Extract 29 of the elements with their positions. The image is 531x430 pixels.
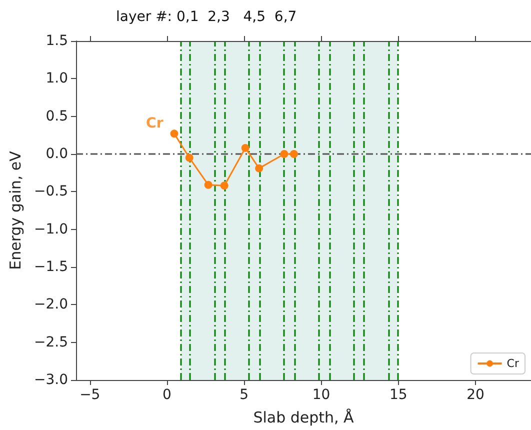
point xyxy=(220,182,228,190)
x-tick-label: 10 xyxy=(312,387,330,403)
point xyxy=(204,180,212,189)
point xyxy=(280,150,288,158)
y-tick-label: 0.5 xyxy=(46,108,68,124)
y-tick-label: −2.0 xyxy=(34,296,68,313)
y-tick-label: −0.5 xyxy=(34,184,68,200)
y-tick-label: −1.0 xyxy=(34,221,68,238)
text: layer #: 0,1 2,3 4,5 6,7 xyxy=(116,9,297,25)
point xyxy=(241,144,250,152)
y-tick-label: 0.0 xyxy=(46,146,68,162)
x-tick-label: 5 xyxy=(240,387,249,403)
point xyxy=(170,130,178,138)
point xyxy=(185,154,194,162)
point xyxy=(290,150,298,158)
x-axis-title: Slab depth, Å xyxy=(253,408,355,426)
y-tick-label: 1.0 xyxy=(46,70,68,87)
x-tick-label: −5 xyxy=(80,387,100,403)
y-tick-label: −1.5 xyxy=(34,259,68,275)
point xyxy=(255,164,264,172)
annotation: Cr xyxy=(146,116,164,132)
legend-label: Cr xyxy=(506,357,520,370)
x-tick-label: 0 xyxy=(162,387,172,403)
y-tick-label: −3.0 xyxy=(34,372,68,388)
x-tick-label: 20 xyxy=(466,387,484,403)
y-axis-title: Energy gain, eV xyxy=(6,150,25,270)
y-tick-label: −2.5 xyxy=(34,334,68,350)
x-tick-label: 15 xyxy=(389,387,408,403)
y-tick-label: 1.5 xyxy=(46,33,68,49)
